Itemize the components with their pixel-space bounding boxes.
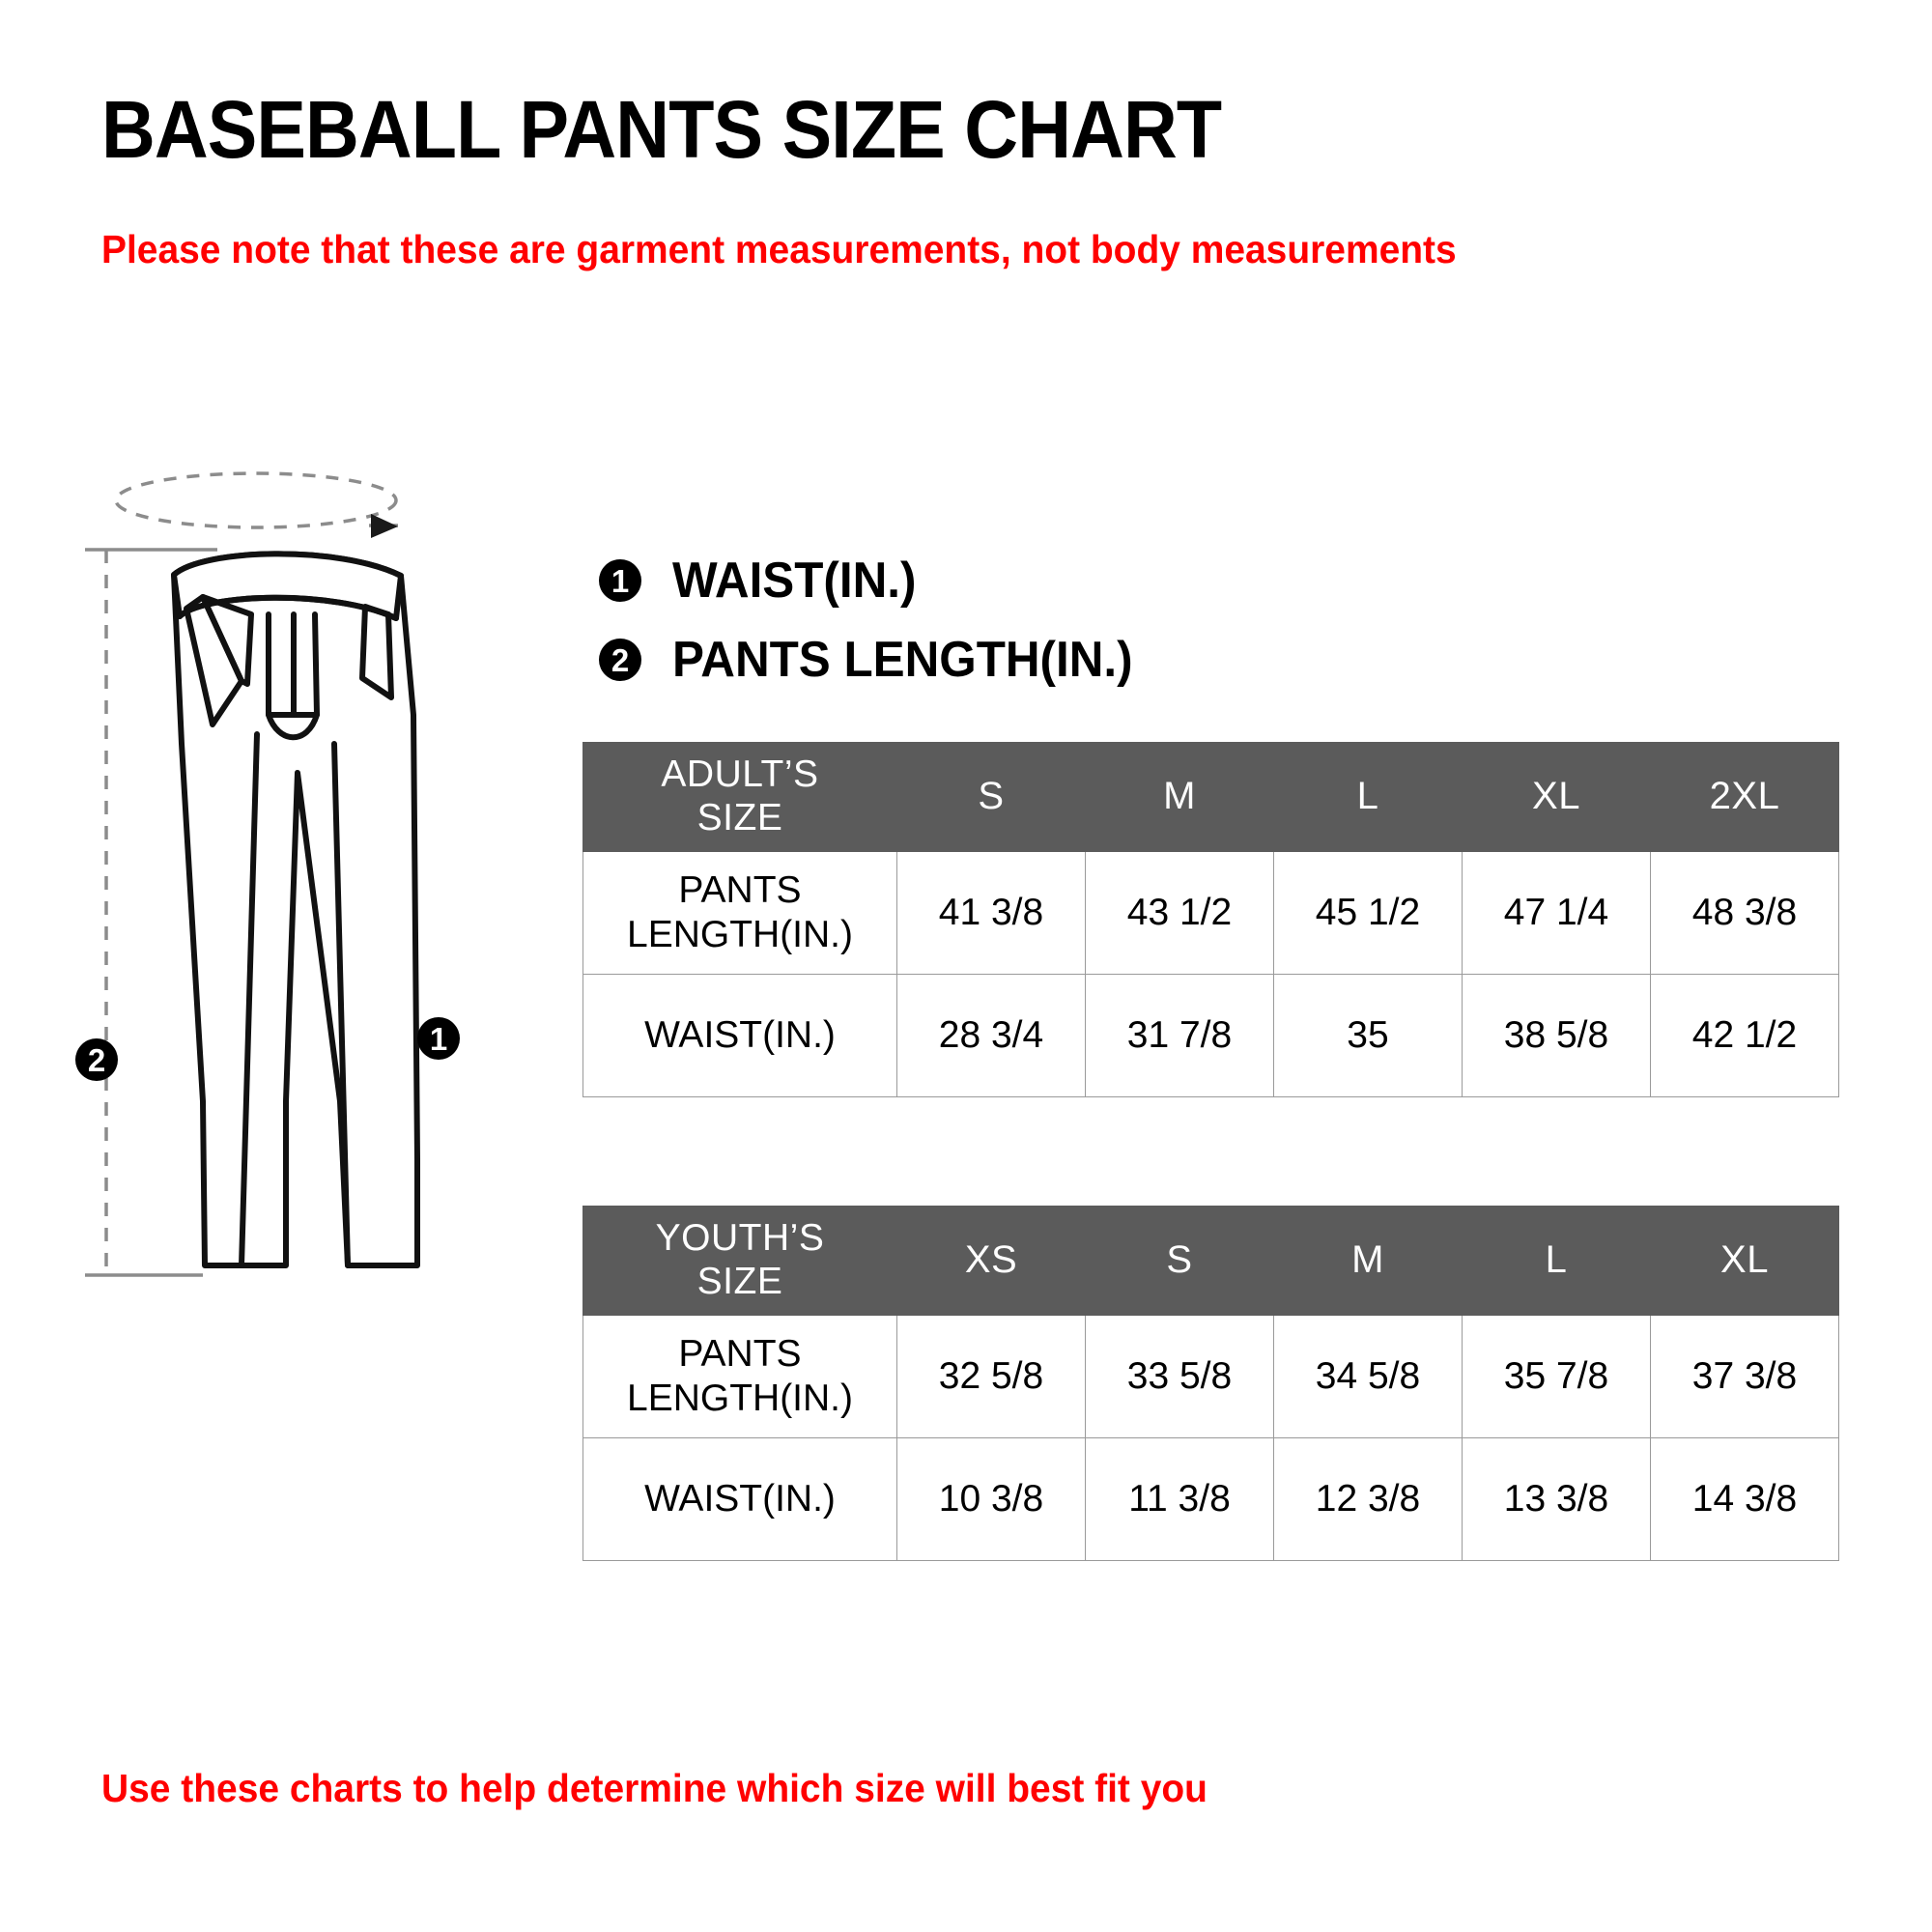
youth-waist-l: 13 3/8	[1462, 1437, 1651, 1561]
number-two-badge-icon: 2	[599, 639, 641, 681]
adult-row0-label-line-1: PANTS	[678, 868, 802, 911]
adult-size-table: ADULT’S SIZE S M L XL 2XL PANTS LENGTH(I…	[582, 742, 1839, 1097]
adult-pants-length-m: 43 1/2	[1085, 851, 1274, 975]
adult-pants-length-l: 45 1/2	[1273, 851, 1463, 975]
youth-col-header-s: S	[1085, 1206, 1274, 1316]
youth-table-header-row: YOUTH’S SIZE XS S M L XL	[582, 1206, 1839, 1316]
adult-waist-2xl: 42 1/2	[1650, 974, 1839, 1097]
adult-col-header-2xl: 2XL	[1650, 742, 1839, 852]
adult-row0-label-line-2: LENGTH(IN.)	[627, 914, 853, 955]
youth-waist-xl: 14 3/8	[1650, 1437, 1839, 1561]
youth-waist-xs: 10 3/8	[896, 1437, 1086, 1561]
size-help-note: Use these charts to help determine which…	[101, 1766, 1208, 1810]
adult-corner-line-2: SIZE	[696, 797, 783, 838]
youth-pants-length-s: 33 5/8	[1085, 1315, 1274, 1438]
legend-item-pants-length: 2 PANTS LENGTH(IN.)	[599, 620, 1157, 699]
youth-corner-line-2: SIZE	[696, 1261, 783, 1302]
waist-arrow-head-icon	[371, 514, 398, 538]
adult-waist-m: 31 7/8	[1085, 974, 1274, 1097]
adult-col-header-xl: XL	[1462, 742, 1651, 852]
youth-row0-label-line-1: PANTS	[678, 1332, 802, 1375]
youth-row-label-waist: WAIST(IN.)	[582, 1437, 897, 1561]
page-title: BASEBALL PANTS SIZE CHART	[101, 84, 1222, 175]
diagram-marker-two: 2	[75, 1038, 118, 1081]
adult-row-label-pants-length: PANTS LENGTH(IN.)	[582, 851, 897, 975]
legend-label-pants-length: PANTS LENGTH(IN.)	[672, 632, 1133, 688]
table-row: WAIST(IN.) 10 3/8 11 3/8 12 3/8 13 3/8 1…	[582, 1437, 1839, 1561]
adult-pants-length-s: 41 3/8	[896, 851, 1086, 975]
youth-row-label-pants-length: PANTS LENGTH(IN.)	[582, 1315, 897, 1438]
waist-ellipse-icon	[114, 471, 398, 529]
youth-col-header-xs: XS	[896, 1206, 1086, 1316]
pants-outline-icon	[171, 551, 420, 1268]
adult-corner-line-1: ADULT’S	[661, 753, 819, 796]
legend-label-waist: WAIST(IN.)	[672, 553, 917, 609]
adult-col-header-l: L	[1273, 742, 1463, 852]
adult-pants-length-2xl: 48 3/8	[1650, 851, 1839, 975]
adult-col-header-s: S	[896, 742, 1086, 852]
youth-col-header-xl: XL	[1650, 1206, 1839, 1316]
adult-waist-s: 28 3/4	[896, 974, 1086, 1097]
youth-pants-length-l: 35 7/8	[1462, 1315, 1651, 1438]
adult-pants-length-xl: 47 1/4	[1462, 851, 1651, 975]
adult-size-corner-header: ADULT’S SIZE	[582, 742, 897, 852]
table-row: WAIST(IN.) 28 3/4 31 7/8 35 38 5/8 42 1/…	[582, 974, 1839, 1097]
youth-size-table: YOUTH’S SIZE XS S M L XL PANTS LENGTH(IN…	[582, 1206, 1839, 1561]
youth-waist-m: 12 3/8	[1273, 1437, 1463, 1561]
adult-row-label-waist: WAIST(IN.)	[582, 974, 897, 1097]
youth-col-header-l: L	[1462, 1206, 1651, 1316]
youth-waist-s: 11 3/8	[1085, 1437, 1274, 1561]
adult-waist-l: 35	[1273, 974, 1463, 1097]
diagram-marker-one: 1	[417, 1017, 460, 1060]
number-one-badge-icon: 1	[599, 559, 641, 602]
adult-table-header-row: ADULT’S SIZE S M L XL 2XL	[582, 742, 1839, 852]
table-row: PANTS LENGTH(IN.) 32 5/8 33 5/8 34 5/8 3…	[582, 1315, 1839, 1438]
youth-size-corner-header: YOUTH’S SIZE	[582, 1206, 897, 1316]
youth-pants-length-xs: 32 5/8	[896, 1315, 1086, 1438]
adult-waist-xl: 38 5/8	[1462, 974, 1651, 1097]
youth-pants-length-xl: 37 3/8	[1650, 1315, 1839, 1438]
garment-measurement-note: Please note that these are garment measu…	[101, 227, 1457, 271]
measurement-legend: 1 WAIST(IN.) 2 PANTS LENGTH(IN.)	[599, 541, 1157, 699]
youth-pants-length-m: 34 5/8	[1273, 1315, 1463, 1438]
youth-col-header-m: M	[1273, 1206, 1463, 1316]
legend-item-waist: 1 WAIST(IN.)	[599, 541, 1157, 620]
table-row: PANTS LENGTH(IN.) 41 3/8 43 1/2 45 1/2 4…	[582, 851, 1839, 975]
pants-diagram: 1	[58, 425, 483, 1314]
youth-corner-line-1: YOUTH’S	[655, 1217, 825, 1260]
youth-row0-label-line-2: LENGTH(IN.)	[627, 1378, 853, 1419]
pants-illustration-svg	[85, 471, 420, 1277]
adult-col-header-m: M	[1085, 742, 1274, 852]
